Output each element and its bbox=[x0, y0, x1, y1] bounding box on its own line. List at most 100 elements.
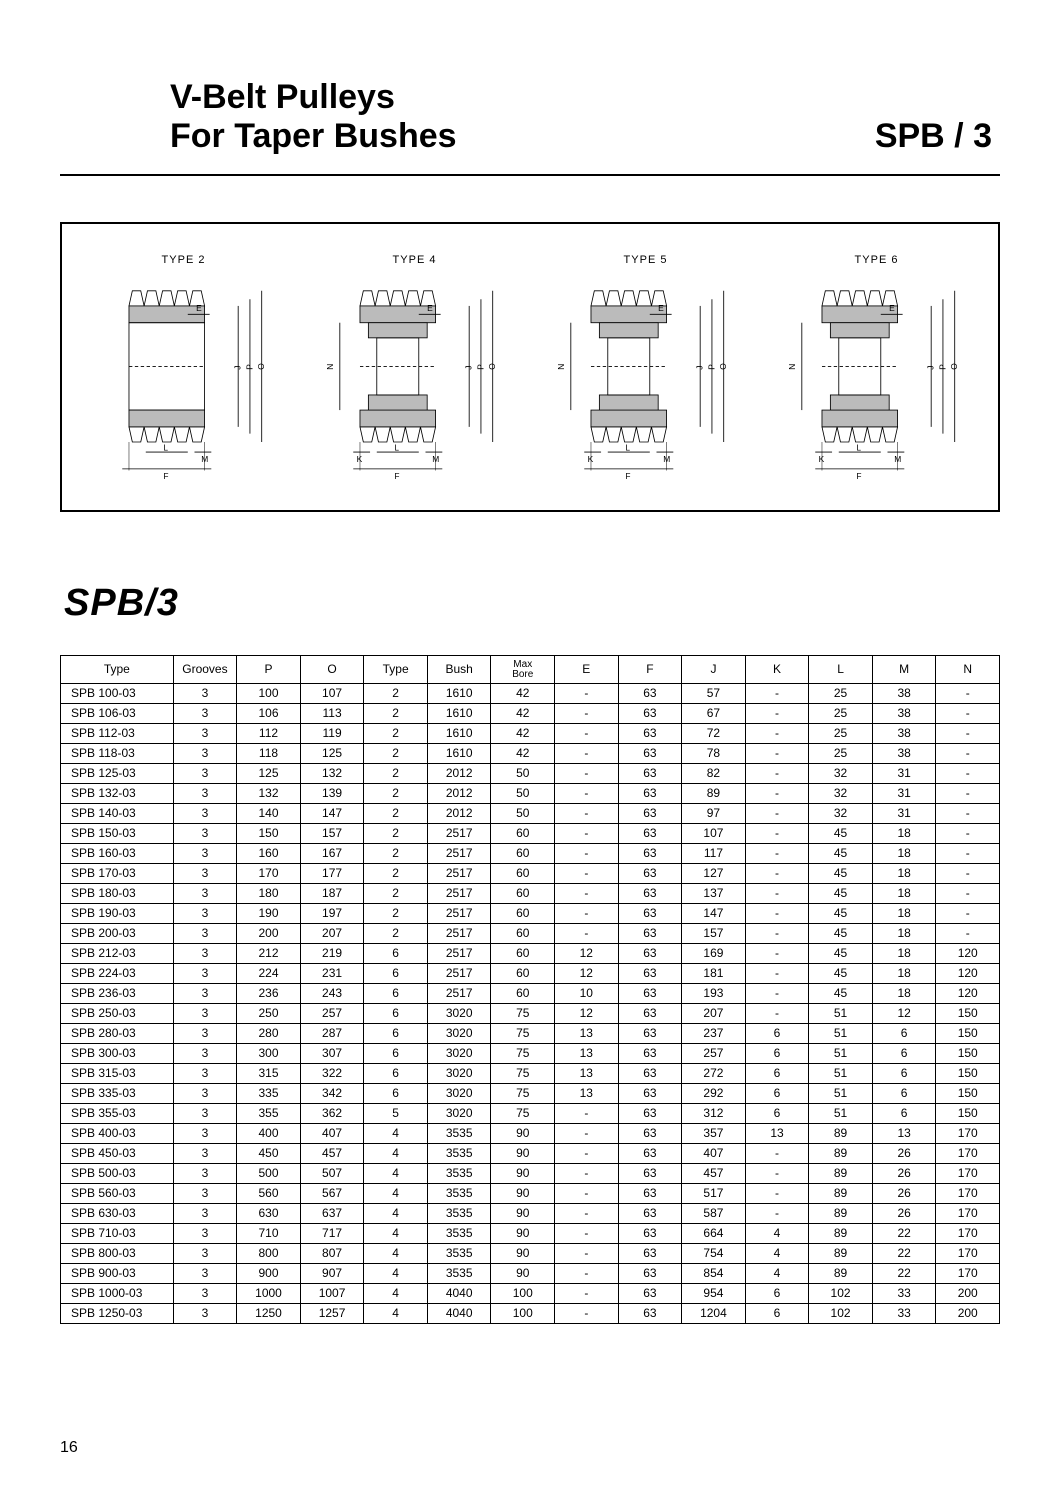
table-cell: 51 bbox=[809, 1104, 873, 1124]
table-cell: - bbox=[936, 744, 1000, 764]
table-cell: 63 bbox=[618, 684, 682, 704]
table-cell: SPB 800-03 bbox=[61, 1244, 174, 1264]
table-cell: 75 bbox=[491, 1004, 555, 1024]
svg-text:L: L bbox=[856, 443, 861, 453]
table-cell: 6 bbox=[872, 1064, 936, 1084]
table-cell: 170 bbox=[936, 1264, 1000, 1284]
table-cell: - bbox=[555, 804, 619, 824]
table-cell: 3535 bbox=[427, 1144, 491, 1164]
table-cell: 219 bbox=[300, 944, 364, 964]
table-cell: 170 bbox=[936, 1124, 1000, 1144]
table-cell: 90 bbox=[491, 1204, 555, 1224]
table-body: SPB 100-0331001072161042-6357-2538-SPB 1… bbox=[61, 684, 1000, 1324]
svg-text:E: E bbox=[196, 303, 202, 313]
table-cell: 33 bbox=[872, 1284, 936, 1304]
table-cell: 3 bbox=[173, 1064, 237, 1084]
table-cell: 42 bbox=[491, 684, 555, 704]
table-cell: 137 bbox=[682, 884, 746, 904]
table-cell: 3 bbox=[173, 1004, 237, 1024]
pulley-cross-section-icon: JPONEKLMF bbox=[541, 274, 751, 489]
table-cell: 31 bbox=[872, 764, 936, 784]
table-cell: 13 bbox=[555, 1024, 619, 1044]
table-header-cell: K bbox=[745, 656, 809, 684]
table-header-cell: M bbox=[872, 656, 936, 684]
table-cell: - bbox=[555, 784, 619, 804]
table-cell: SPB 900-03 bbox=[61, 1264, 174, 1284]
table-cell: 157 bbox=[300, 824, 364, 844]
table-cell: - bbox=[555, 1264, 619, 1284]
table-cell: 100 bbox=[491, 1304, 555, 1324]
table-cell: - bbox=[745, 1144, 809, 1164]
table-cell: 50 bbox=[491, 764, 555, 784]
table-cell: - bbox=[936, 884, 1000, 904]
table-cell: SPB 180-03 bbox=[61, 884, 174, 904]
table-cell: - bbox=[555, 1124, 619, 1144]
table-cell: 6 bbox=[745, 1284, 809, 1304]
table-cell: 2 bbox=[364, 904, 428, 924]
table-cell: 22 bbox=[872, 1264, 936, 1284]
table-cell: 13 bbox=[745, 1124, 809, 1144]
table-cell: SPB 300-03 bbox=[61, 1044, 174, 1064]
table-cell: 6 bbox=[364, 1044, 428, 1064]
table-cell: 169 bbox=[682, 944, 746, 964]
table-header-cell: Bush bbox=[427, 656, 491, 684]
table-cell: 25 bbox=[809, 724, 873, 744]
table-cell: 807 bbox=[300, 1244, 364, 1264]
table-cell: 33 bbox=[872, 1304, 936, 1324]
table-cell: SPB 710-03 bbox=[61, 1224, 174, 1244]
title-block: V-Belt Pulleys For Taper Bushes bbox=[170, 78, 457, 156]
table-cell: 120 bbox=[936, 984, 1000, 1004]
table-cell: 4040 bbox=[427, 1284, 491, 1304]
pulley-cross-section-icon: JPONEKLMF bbox=[772, 274, 982, 489]
table-row: SPB 150-0331501572251760-63107-4518- bbox=[61, 824, 1000, 844]
svg-text:O: O bbox=[487, 363, 497, 370]
table-header-cell: Type bbox=[364, 656, 428, 684]
svg-text:J: J bbox=[463, 366, 473, 370]
table-cell: SPB 560-03 bbox=[61, 1184, 174, 1204]
spec-table: TypeGroovesPOTypeBushMaxBoreEFJKLMN SPB … bbox=[60, 655, 1000, 1324]
table-cell: 45 bbox=[809, 884, 873, 904]
table-cell: 45 bbox=[809, 864, 873, 884]
table-cell: SPB 160-03 bbox=[61, 844, 174, 864]
table-cell: 13 bbox=[555, 1084, 619, 1104]
table-cell: 3 bbox=[173, 1164, 237, 1184]
table-row: SPB 118-0331181252161042-6378-2538- bbox=[61, 744, 1000, 764]
table-cell: 3 bbox=[173, 844, 237, 864]
table-cell: 2 bbox=[364, 684, 428, 704]
table-cell: 63 bbox=[618, 1104, 682, 1124]
table-cell: 63 bbox=[618, 884, 682, 904]
table-cell: 147 bbox=[682, 904, 746, 924]
table-cell: 132 bbox=[300, 764, 364, 784]
table-row: SPB 250-03325025763020751263207-5112150 bbox=[61, 1004, 1000, 1024]
table-cell: 2 bbox=[364, 924, 428, 944]
table-cell: 1000 bbox=[237, 1284, 301, 1304]
table-cell: 307 bbox=[300, 1044, 364, 1064]
table-cell: 63 bbox=[618, 1124, 682, 1144]
table-row: SPB 212-03321221962517601263169-4518120 bbox=[61, 944, 1000, 964]
table-cell: 150 bbox=[936, 1004, 1000, 1024]
table-cell: 89 bbox=[809, 1164, 873, 1184]
svg-text:K: K bbox=[587, 454, 593, 464]
table-cell: - bbox=[936, 684, 1000, 704]
table-cell: 125 bbox=[237, 764, 301, 784]
table-cell: 167 bbox=[300, 844, 364, 864]
table-header-cell: F bbox=[618, 656, 682, 684]
table-cell: 4 bbox=[364, 1144, 428, 1164]
table-cell: 2517 bbox=[427, 904, 491, 924]
table-cell: 25 bbox=[809, 744, 873, 764]
table-cell: 4 bbox=[364, 1184, 428, 1204]
table-cell: 102 bbox=[809, 1284, 873, 1304]
table-cell: 1250 bbox=[237, 1304, 301, 1324]
table-cell: 45 bbox=[809, 984, 873, 1004]
table-cell: - bbox=[745, 1004, 809, 1024]
table-cell: 51 bbox=[809, 1024, 873, 1044]
table-cell: 170 bbox=[936, 1164, 1000, 1184]
table-cell: 2 bbox=[364, 824, 428, 844]
table-cell: 32 bbox=[809, 764, 873, 784]
table-cell: 6 bbox=[872, 1104, 936, 1124]
table-cell: 42 bbox=[491, 704, 555, 724]
table-cell: SPB 200-03 bbox=[61, 924, 174, 944]
table-cell: 4 bbox=[364, 1304, 428, 1324]
table-cell: 63 bbox=[618, 804, 682, 824]
table-cell: 13 bbox=[555, 1064, 619, 1084]
